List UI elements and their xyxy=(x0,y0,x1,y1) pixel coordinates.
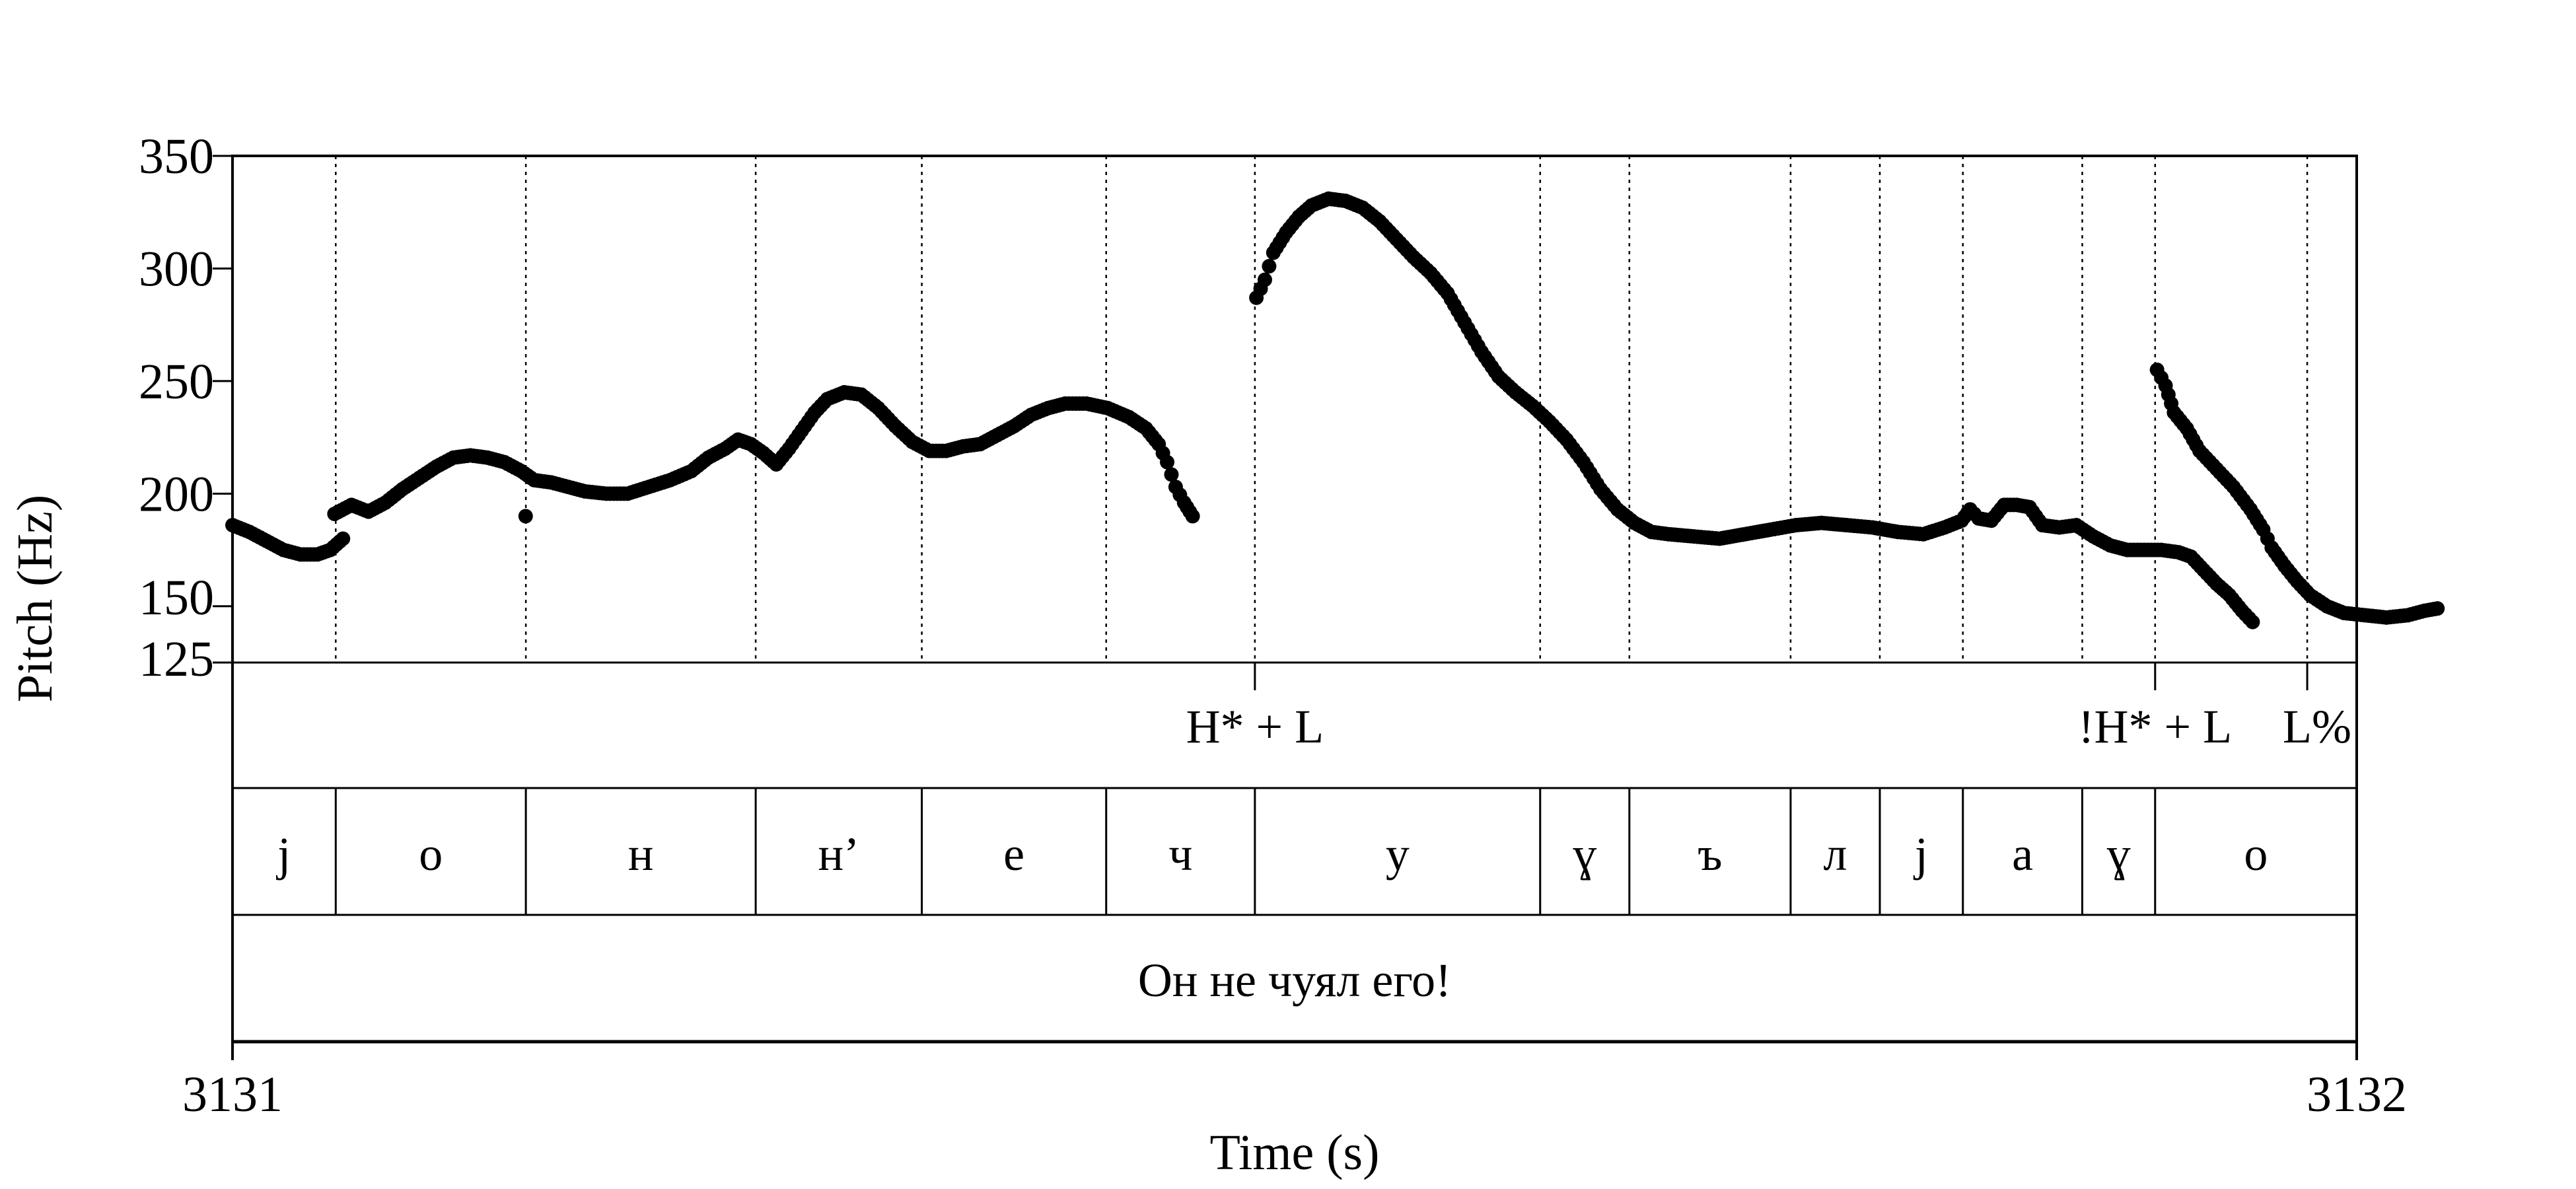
segment-label: j xyxy=(1913,828,1928,881)
pitch-point xyxy=(1257,272,1272,287)
tier-labels: H* + L !H* + L L% j o н н’ е ч у ɣ ъ л j a ɣ o Он не чуял… xyxy=(275,700,2351,1007)
segment-boundary-lines xyxy=(335,156,2308,663)
pitch-point xyxy=(518,509,533,524)
segment-label: л xyxy=(1824,828,1847,881)
segment-label: н’ xyxy=(818,828,860,881)
segment-label: o xyxy=(2244,828,2268,881)
segment-label: ъ xyxy=(1698,828,1722,881)
pitch-point xyxy=(2245,614,2260,630)
segment-label: ɣ xyxy=(2107,828,2131,881)
pitch-point xyxy=(336,531,351,546)
pitch-curve xyxy=(225,191,2445,630)
pitch-point xyxy=(1164,467,1179,482)
y-tick-label: 125 xyxy=(139,631,214,687)
pitch-point xyxy=(1160,454,1175,470)
segment-label: н xyxy=(628,828,654,881)
sentence-label: Он не чуял его! xyxy=(1138,954,1451,1007)
y-tick-label: 200 xyxy=(139,466,214,522)
y-tick-label: 350 xyxy=(139,129,214,184)
segment-label: ɣ xyxy=(1573,828,1596,881)
segment-label: a xyxy=(2012,828,2033,881)
pitch-point xyxy=(2430,601,2445,616)
x-tick-label: 3132 xyxy=(2307,1067,2407,1122)
pitch-point xyxy=(1262,259,1277,274)
y-axis-label: Pitch (Hz) xyxy=(7,495,63,702)
x-axis-label: Time (s) xyxy=(1210,1125,1380,1180)
segment-label: е xyxy=(1003,828,1024,881)
pitch-point xyxy=(1185,509,1200,524)
tone-label: H* + L xyxy=(1186,700,1324,753)
y-tick-label: 300 xyxy=(139,241,214,297)
tone-label: L% xyxy=(2283,700,2351,753)
y-tick-label: 250 xyxy=(139,354,214,410)
segment-label: ч xyxy=(1168,828,1192,881)
tone-label: !H* + L xyxy=(2079,700,2233,753)
plot-frame xyxy=(231,155,2358,1043)
segment-label: o xyxy=(419,828,443,881)
tier-frames xyxy=(231,155,2358,1044)
y-tick-label: 150 xyxy=(139,570,214,626)
x-tick-label: 3131 xyxy=(182,1067,283,1122)
segment-label: у xyxy=(1386,828,1410,881)
segment-label: j xyxy=(275,828,291,881)
